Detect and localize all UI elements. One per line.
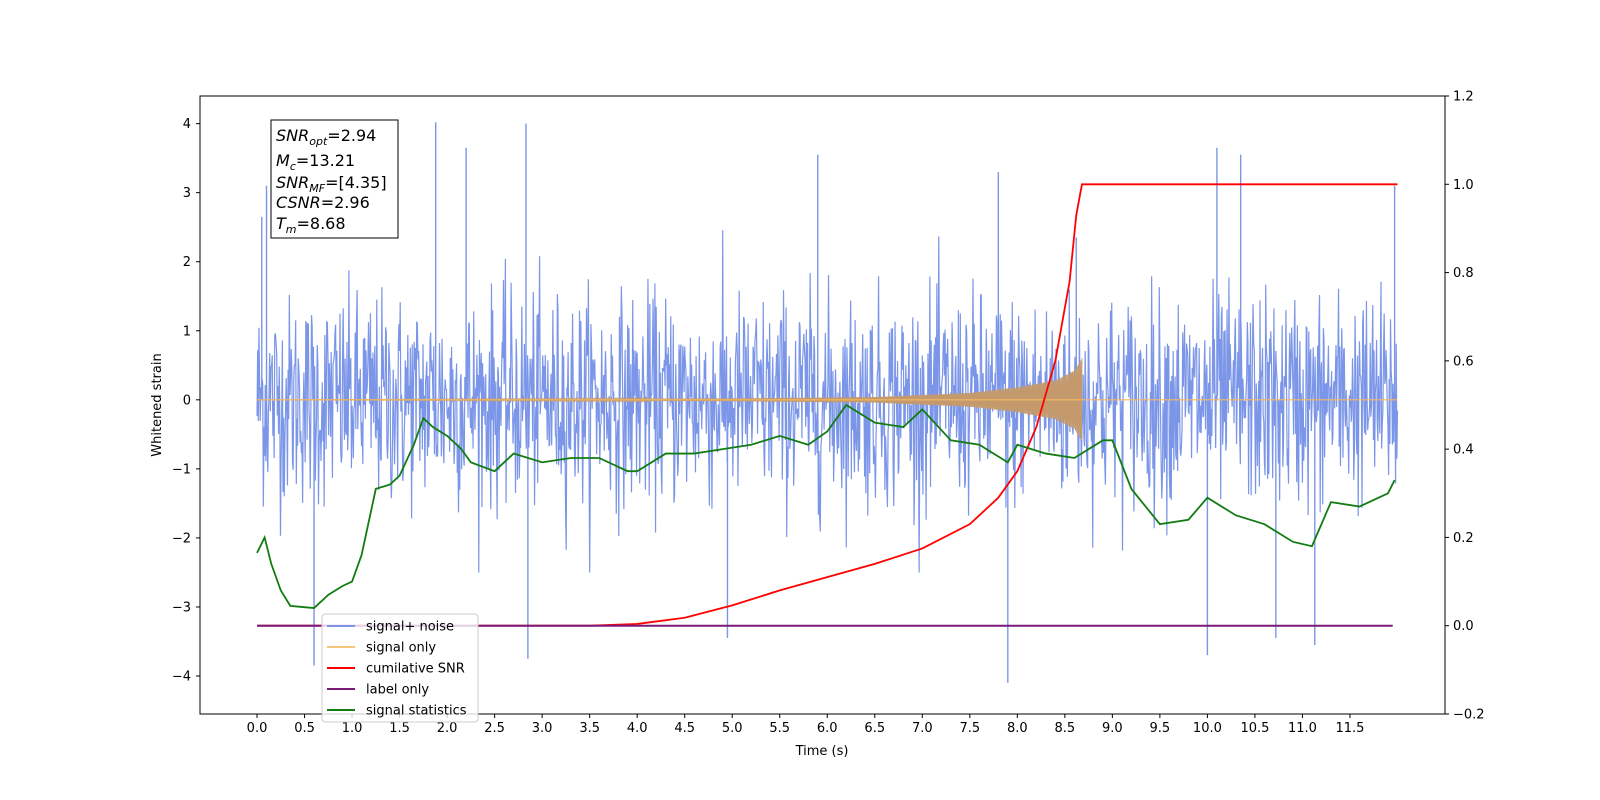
annotation-line: SNRMF=[4.35] <box>276 173 387 195</box>
x-tick-label: 3.5 <box>579 721 600 736</box>
y-tick-label: 1 <box>183 324 191 339</box>
annotation-line: SNRopt=2.94 <box>276 126 376 148</box>
y2-tick-label: −0.2 <box>1453 708 1485 723</box>
plot-area <box>256 122 1399 683</box>
y2-tick-label: 1.2 <box>1453 90 1474 105</box>
annotation-line: Mc=13.21 <box>276 151 355 173</box>
annotation-line: Tm=8.68 <box>276 214 346 236</box>
y-tick-label: 4 <box>183 117 191 132</box>
legend-entry: signal only <box>366 641 436 656</box>
legend-entry: label only <box>366 683 429 698</box>
annotation-box <box>270 119 399 239</box>
y-tick-label: 3 <box>183 186 191 201</box>
x-tick-label: 1.0 <box>342 721 363 736</box>
series-signal-statistics <box>256 403 1396 609</box>
legend-box <box>321 613 479 723</box>
y-tick-label: 2 <box>183 255 191 270</box>
y-tick-label: −4 <box>172 670 191 685</box>
x-tick-label: 1.5 <box>389 721 410 736</box>
x-tick-label: 6.5 <box>864 721 885 736</box>
legend-entry: signal+ noise <box>366 620 454 635</box>
y-tick-label: −3 <box>172 600 191 615</box>
x-tick-label: 4.0 <box>627 721 648 736</box>
series-line <box>257 183 1398 627</box>
series-signal-noise <box>256 122 1399 683</box>
legend-entry: cumilative SNR <box>366 662 465 677</box>
legend-entry: signal statistics <box>366 704 467 719</box>
x-tick-label: 9.0 <box>1102 721 1123 736</box>
y-axis-right: −0.2 0.0 0.2 0.4 0.6 0.8 1.0 1.2 <box>1445 90 1485 723</box>
y2-tick-label: 1.0 <box>1453 178 1474 193</box>
y-axis-left: −4 −3 −2 −1 0 1 2 3 4 <box>172 117 200 685</box>
x-tick-label: 5.0 <box>722 721 743 736</box>
x-tick-label: 7.5 <box>959 721 980 736</box>
x-tick-label: 9.5 <box>1150 721 1171 736</box>
series-line <box>256 403 1396 609</box>
y2-tick-label: 0.6 <box>1453 354 1474 369</box>
x-tick-label: 0.5 <box>294 721 315 736</box>
legend: signal+ noise signal only cumilative SNR la… <box>321 613 479 723</box>
y2-tick-label: 0.4 <box>1453 443 1474 458</box>
x-tick-label: 8.0 <box>1007 721 1028 736</box>
x-tick-label: 11.0 <box>1288 721 1317 736</box>
x-tick-label: 4.5 <box>674 721 695 736</box>
y-tick-label: 0 <box>183 393 191 408</box>
x-tick-label: 10.0 <box>1193 721 1222 736</box>
x-tick-label: 8.5 <box>1055 721 1076 736</box>
series-cumilative-snr <box>257 183 1398 627</box>
y2-tick-label: 0.0 <box>1453 619 1474 634</box>
y-tick-label: −2 <box>172 531 191 546</box>
x-axis-label: Time (s) <box>795 744 849 759</box>
series-signal-only <box>257 358 1398 441</box>
x-tick-label: 5.5 <box>769 721 790 736</box>
y-tick-label: −1 <box>172 462 191 477</box>
plot-frame <box>199 95 1446 715</box>
x-tick-label: 6.0 <box>817 721 838 736</box>
x-tick-label: 7.0 <box>912 721 933 736</box>
y-axis-label: Whitened strain <box>150 353 165 456</box>
x-tick-label: 2.0 <box>437 721 458 736</box>
x-axis: 0.0 0.5 1.0 1.5 2.0 2.5 3.0 3.5 4.0 4.5 5.0 5.5 6.0 6… <box>247 714 1364 736</box>
stats-annotation: SNRopt=2.94 Mc=13.21SNRMF=[4.35]CSNR=2.96… <box>270 119 399 239</box>
x-tick-label: 0.0 <box>247 721 268 736</box>
x-tick-label: 3.0 <box>532 721 553 736</box>
x-tick-label: 11.5 <box>1335 721 1364 736</box>
y2-tick-label: 0.8 <box>1453 266 1474 281</box>
x-tick-label: 2.5 <box>484 721 505 736</box>
annotation-line: CSNR=2.96 <box>276 193 370 212</box>
y2-tick-label: 0.2 <box>1453 531 1474 546</box>
x-tick-label: 10.5 <box>1240 721 1269 736</box>
